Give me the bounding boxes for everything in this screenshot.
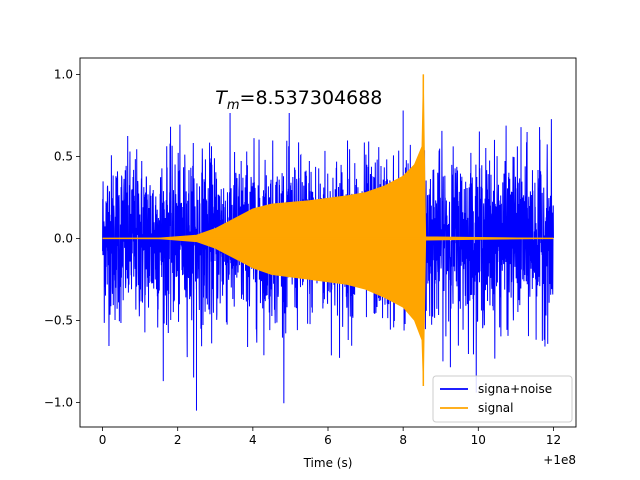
merger-time-annotation: Tm=8.537304688 <box>215 87 382 113</box>
x-axis-offset-label: +1e8 <box>543 453 576 467</box>
y-axis: −1.0 −0.5 0.0 0.5 1.0 <box>44 67 80 409</box>
legend-label-signa-noise: signa+noise <box>478 382 552 396</box>
x-tick-label: 2 <box>174 433 182 447</box>
legend: signa+noise signal <box>432 375 573 423</box>
x-axis-label: Time (s) <box>303 456 353 470</box>
x-axis: 0 2 4 6 8 10 12 <box>99 427 561 447</box>
x-tick-label: 12 <box>546 433 561 447</box>
y-tick-label: 0.0 <box>54 231 73 245</box>
legend-box <box>432 375 573 423</box>
y-tick-label: −1.0 <box>44 395 73 409</box>
x-tick-label: 8 <box>399 433 407 447</box>
x-tick-label: 6 <box>324 433 332 447</box>
y-tick-label: −0.5 <box>44 313 73 327</box>
x-tick-label: 0 <box>99 433 107 447</box>
legend-label-signal: signal <box>478 401 514 415</box>
y-tick-label: 0.5 <box>54 149 73 163</box>
x-tick-label: 10 <box>471 433 486 447</box>
x-tick-label: 4 <box>249 433 257 447</box>
y-tick-label: 1.0 <box>54 67 73 81</box>
annotation-subscript: m <box>227 98 240 113</box>
annotation-value: =8.537304688 <box>240 87 383 109</box>
annotation-symbol: T <box>215 87 228 109</box>
plot-layer <box>102 74 554 411</box>
